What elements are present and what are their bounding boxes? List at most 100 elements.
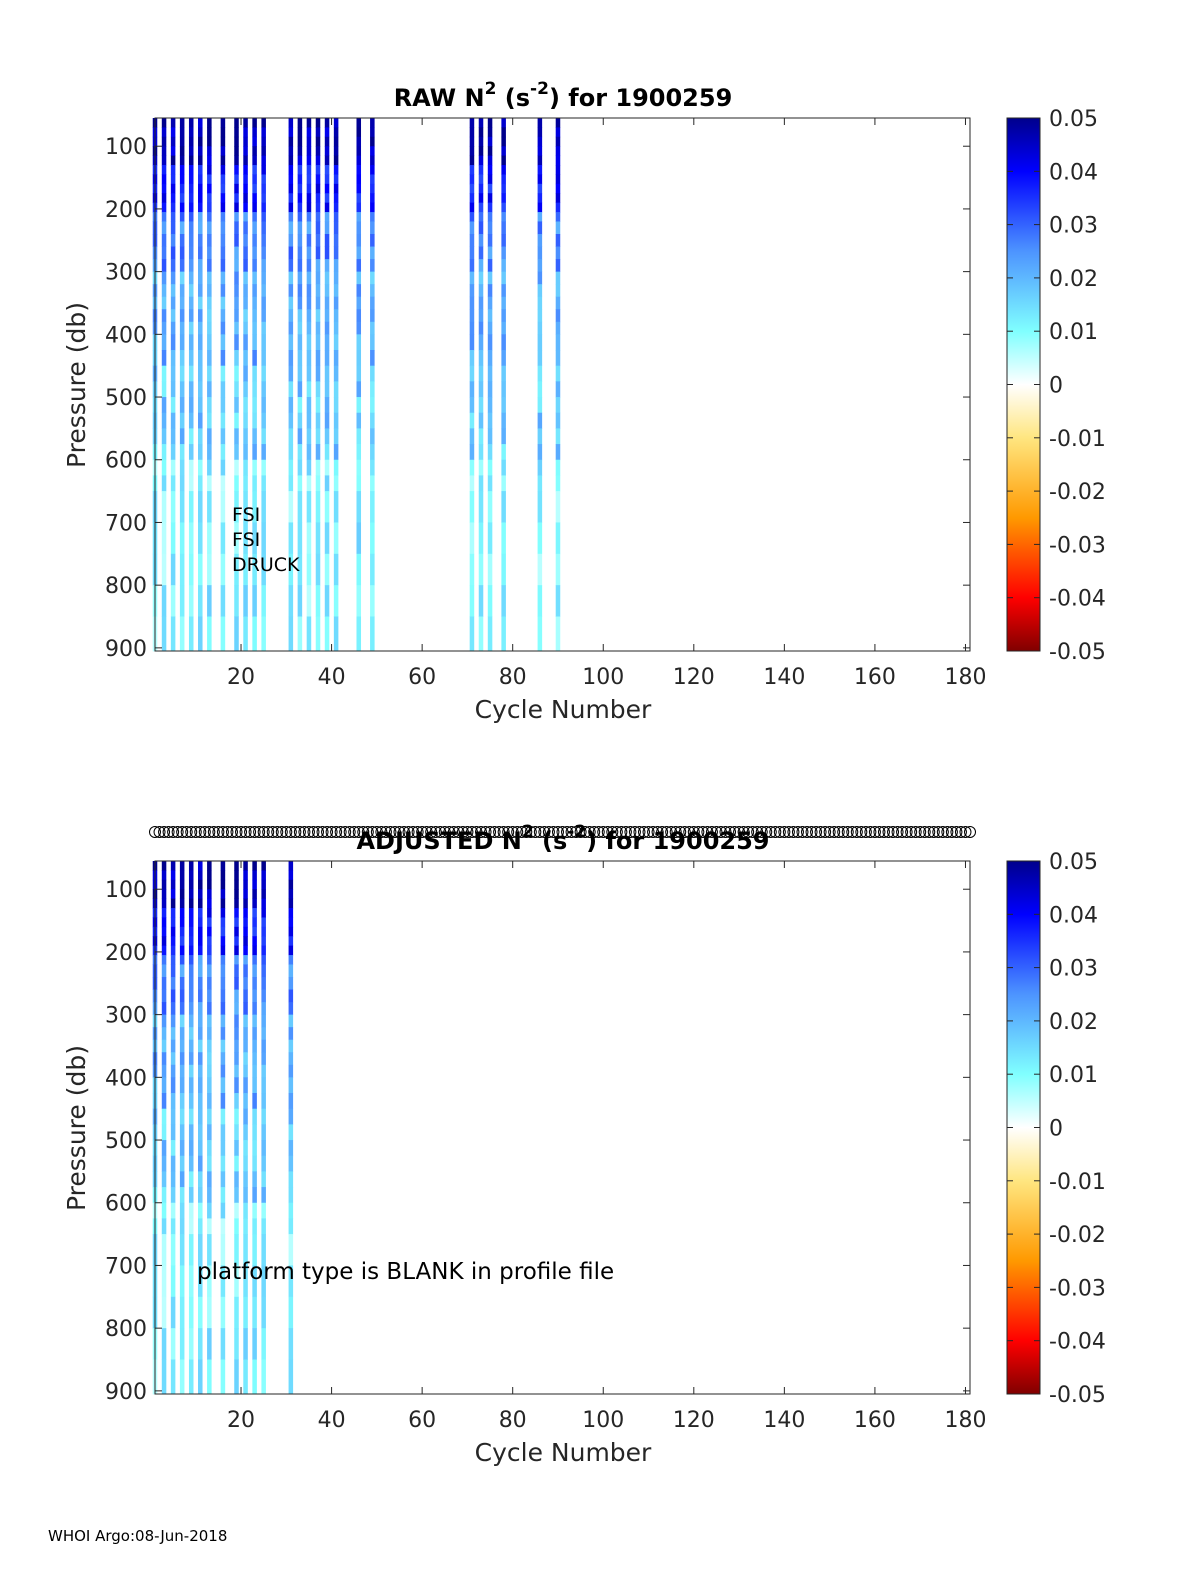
heatmap-cell: [333, 412, 339, 429]
heatmap-cell: [469, 412, 475, 429]
cycle-marker: [312, 826, 324, 838]
heatmap-cell: [356, 146, 362, 157]
heatmap-cell: [161, 491, 167, 523]
raw-x-axis: 20 40 60 80 100 120 140 160 180: [227, 118, 986, 690]
heatmap-cell: [243, 221, 248, 235]
heatmap-cell: [198, 1108, 203, 1125]
heatmap-cell: [198, 522, 203, 555]
heatmap-cell: [487, 365, 493, 382]
heatmap-cell: [179, 212, 185, 222]
cycle-marker: [185, 826, 198, 838]
cycle-marker: [388, 826, 401, 838]
heatmap-cell: [501, 397, 506, 414]
heatmap-cell: [252, 475, 257, 492]
heatmap-cell: [370, 397, 375, 414]
heatmap-cell: [161, 174, 167, 185]
heatmap-cell: [243, 296, 248, 310]
heatmap-cell: [198, 246, 203, 260]
heatmap-cell: [243, 898, 248, 909]
cycle-marker: [158, 826, 171, 838]
heatmap-cell: [288, 321, 294, 335]
heatmap-cell: [537, 444, 543, 461]
y-tick-label: 300: [105, 1004, 147, 1029]
heatmap-cell: [478, 284, 484, 298]
heatmap-cell: [161, 146, 167, 157]
heatmap-cell: [161, 284, 167, 298]
heatmap-cell: [324, 309, 330, 323]
heatmap-cell: [261, 955, 266, 965]
heatmap-cell: [170, 1218, 176, 1235]
heatmap-cell: [478, 334, 484, 351]
heatmap-cell: [220, 1124, 226, 1141]
heatmap-cell: [478, 296, 484, 310]
heatmap-cell: [170, 1202, 176, 1219]
heatmap-cell: [487, 321, 493, 335]
heatmap-cell: [261, 889, 266, 900]
heatmap-cell: [243, 365, 248, 382]
cycle-marker: [647, 826, 660, 838]
heatmap-cell: [288, 475, 294, 492]
heatmap-cell: [198, 321, 203, 335]
cycle-marker: [705, 826, 718, 838]
heatmap-cell: [288, 616, 294, 652]
heatmap-cell: [356, 553, 362, 586]
heatmap-cell: [243, 412, 248, 429]
heatmap-cell: [243, 879, 248, 890]
heatmap-cell: [243, 246, 248, 260]
heatmap-cell: [297, 616, 303, 652]
heatmap-cell: [179, 1359, 185, 1395]
y-tick-label: 800: [105, 1317, 147, 1342]
heatmap-cell: [478, 459, 484, 476]
heatmap-cell: [288, 334, 294, 351]
heatmap-cell: [243, 1218, 248, 1235]
heatmap-cell: [161, 1014, 167, 1028]
heatmap-cell: [469, 397, 475, 414]
heatmap-cell: [370, 381, 375, 398]
heatmap-cell: [234, 296, 239, 310]
heatmap-cell: [243, 284, 248, 298]
heatmap-cell: [288, 1328, 294, 1360]
heatmap-cell: [179, 522, 185, 555]
y-tick-label: 100: [105, 135, 147, 160]
heatmap-cell: [188, 861, 194, 871]
cycle-marker: [669, 826, 682, 838]
heatmap-cell: [252, 522, 257, 555]
cycle-marker: [864, 826, 877, 838]
heatmap-cell: [288, 1171, 294, 1188]
heatmap-cell: [487, 522, 493, 555]
heatmap-cell: [179, 202, 185, 213]
heatmap-cell: [487, 491, 493, 523]
heatmap-cell: [179, 908, 185, 918]
cycle-marker: [275, 826, 288, 838]
heatmap-cell: [252, 1187, 257, 1204]
heatmap-cell: [555, 444, 561, 461]
heatmap-cell: [220, 936, 226, 947]
cycle-marker: [194, 826, 207, 838]
heatmap-cell: [170, 459, 176, 476]
heatmap-cell: [198, 491, 203, 523]
colorbar-tick-label: -0.02: [1049, 480, 1106, 505]
heatmap-cell: [333, 155, 339, 166]
heatmap-cell: [478, 381, 484, 398]
heatmap-cell: [161, 1052, 167, 1066]
heatmap-cell: [207, 136, 212, 147]
heatmap-cell: [297, 365, 303, 382]
heatmap-cell: [220, 917, 226, 928]
heatmap-cell: [370, 136, 375, 147]
cycle-marker: [701, 826, 714, 838]
cycle-marker: [479, 826, 492, 838]
heatmap-cell: [288, 136, 294, 147]
heatmap-cell: [207, 585, 212, 617]
heatmap-cell: [198, 127, 203, 138]
heatmap-cell: [370, 174, 375, 185]
heatmap-cell: [198, 193, 203, 204]
cycle-marker: [271, 826, 284, 838]
heatmap-cell: [315, 459, 321, 476]
heatmap-cell: [207, 155, 212, 166]
heatmap-cell: [234, 1187, 239, 1204]
heatmap-cell: [220, 1039, 226, 1053]
heatmap-cell: [220, 1155, 226, 1172]
cycle-marker: [407, 826, 420, 838]
heatmap-cell: [261, 221, 266, 235]
heatmap-cell: [261, 616, 266, 652]
